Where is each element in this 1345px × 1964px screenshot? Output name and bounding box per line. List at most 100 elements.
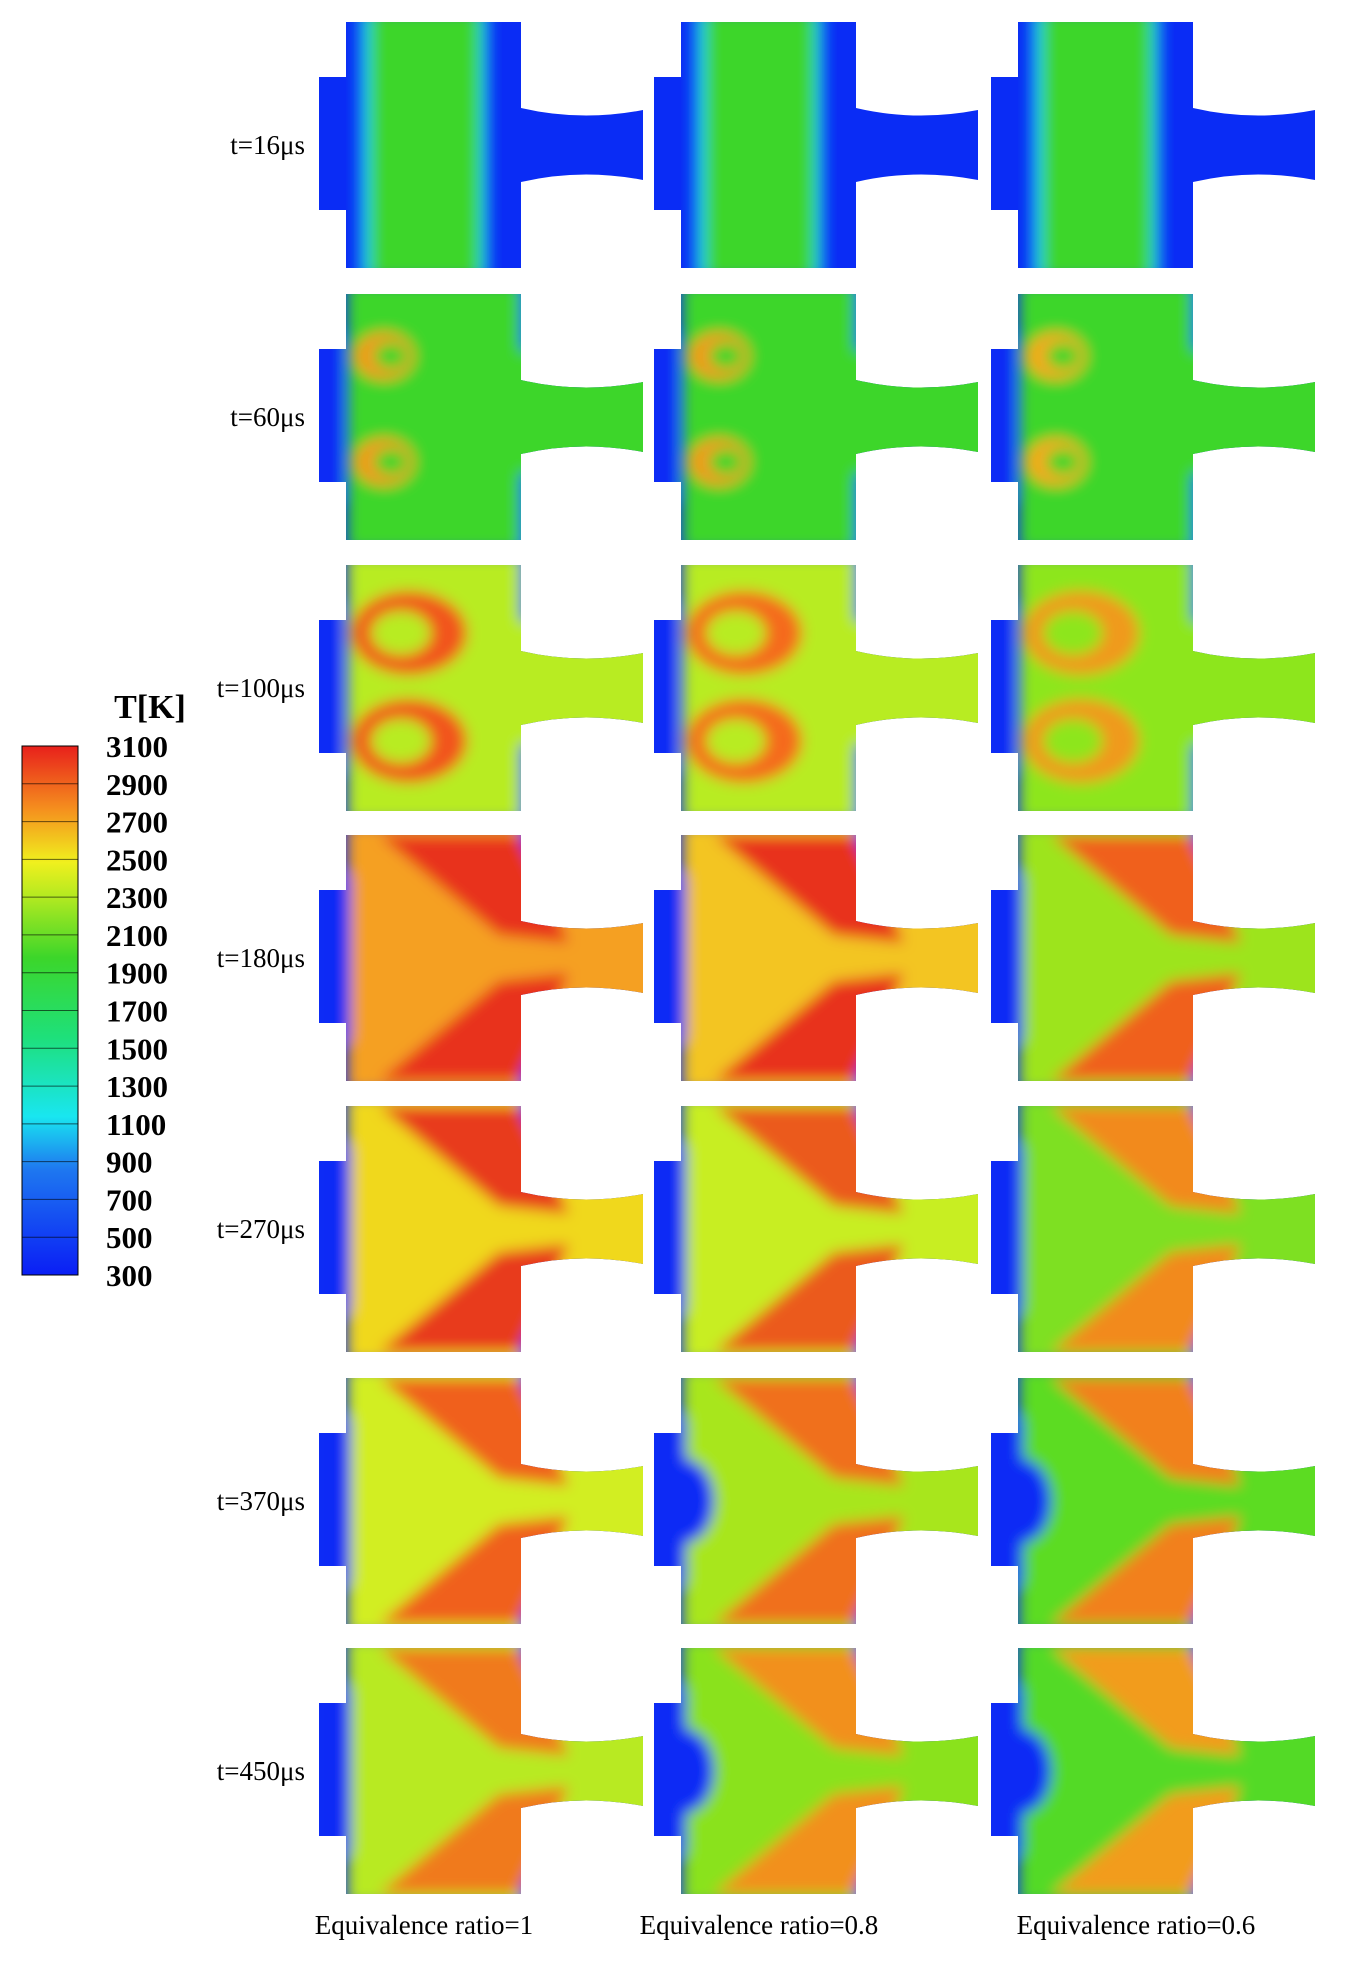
cold-right [521, 565, 643, 621]
row-label: t=60μs [230, 402, 305, 432]
panel-field [654, 835, 978, 1081]
cold-left [654, 605, 676, 771]
cold-pocket [991, 1459, 1051, 1543]
cold-right [521, 1286, 643, 1352]
panel-field [991, 565, 1315, 811]
cold-right [521, 1015, 643, 1081]
panel-field [654, 294, 978, 540]
cold-right [521, 835, 643, 891]
cold-left [654, 875, 686, 1041]
field [371, 22, 479, 268]
flame-core [374, 343, 408, 369]
cold-pocket [654, 1729, 714, 1813]
contour-panel [319, 1378, 643, 1624]
cold-left [319, 1418, 351, 1584]
cold-right [856, 294, 978, 350]
flame-core [374, 449, 408, 475]
row-label: t=100μs [217, 673, 305, 703]
panel-field [319, 565, 643, 811]
cold-right [521, 1558, 643, 1624]
cold-right [856, 1378, 978, 1434]
field [347, 294, 643, 540]
contour-panel [991, 565, 1315, 811]
colorbar-tick-label: 300 [106, 1258, 153, 1293]
panel-field [991, 835, 1315, 1081]
panel-field [991, 294, 1315, 540]
cold-right [856, 565, 978, 621]
cold-left [319, 1688, 351, 1854]
cold-left [319, 334, 341, 500]
cold-right [1193, 745, 1315, 811]
cold-right [1193, 835, 1315, 891]
contour-panel [991, 835, 1315, 1081]
cold-right [1193, 1648, 1315, 1704]
colorbar-tick-label: 2700 [106, 805, 168, 840]
colorbar-tick-label: 900 [106, 1145, 153, 1180]
panel-field [359, 22, 489, 268]
cold-right [521, 1828, 643, 1894]
flame-core [371, 719, 431, 763]
contour-panel [654, 1648, 978, 1894]
cold-left [991, 1146, 1023, 1312]
contour-panel [319, 565, 643, 811]
colorbar-tick-label: 1500 [106, 1031, 168, 1066]
contour-panel [654, 294, 978, 540]
cold-right [856, 1286, 978, 1352]
colorbar-tick-label: 1100 [106, 1107, 166, 1142]
panel-field [991, 1648, 1315, 1894]
cold-pocket [654, 1459, 714, 1543]
contour-panel [319, 835, 643, 1081]
column-label: Equivalence ratio=0.6 [1017, 1910, 1256, 1940]
contour-panel [991, 22, 1315, 268]
column-label: Equivalence ratio=0.8 [640, 1910, 879, 1940]
flame-core [1043, 611, 1103, 655]
contour-panel [319, 22, 643, 268]
contour-panel [991, 1648, 1315, 1894]
cold-left [654, 334, 676, 500]
colorbar-tick-label: 1300 [106, 1069, 168, 1104]
contour-panel [654, 565, 978, 811]
cold-left [319, 875, 351, 1041]
flame-core [371, 611, 431, 655]
colorbar-tick-label: 1700 [106, 994, 168, 1029]
cold-right [1193, 565, 1315, 621]
cold-right [856, 474, 978, 540]
cold-right [1193, 294, 1315, 350]
flame-core [1046, 343, 1080, 369]
panel-field [654, 1106, 978, 1352]
panel-field [319, 294, 643, 540]
flame-core [706, 719, 766, 763]
colorbar-tick-label: 2300 [106, 880, 168, 915]
panel-field [654, 1648, 978, 1894]
contour-panel [991, 1106, 1315, 1352]
cold-pocket [991, 1729, 1051, 1813]
row-label: t=370μs [217, 1486, 305, 1516]
panel-field [319, 1648, 643, 1894]
row-label: t=16μs [230, 130, 305, 160]
cold-right [1193, 1286, 1315, 1352]
colorbar-tick-label: 1900 [106, 956, 168, 991]
flame-core [706, 611, 766, 655]
colorbar-tick-label: 2500 [106, 842, 168, 877]
cold-left [991, 334, 1013, 500]
cold-right [856, 745, 978, 811]
panel-field [319, 1106, 643, 1352]
contour-panel [654, 835, 978, 1081]
field [682, 294, 978, 540]
contour-panel [654, 22, 978, 268]
flame-core [709, 449, 743, 475]
flame-core [1043, 719, 1103, 763]
contour-panel [991, 1378, 1315, 1624]
cold-left [654, 1146, 686, 1312]
colorbar-title: T[K] [114, 689, 186, 726]
field [1043, 22, 1151, 268]
cold-right [1193, 474, 1315, 540]
cold-right [856, 1648, 978, 1704]
panel-field [991, 1378, 1315, 1624]
cold-right [521, 745, 643, 811]
panel-field [1031, 22, 1161, 268]
contour-panel [319, 294, 643, 540]
column-label: Equivalence ratio=1 [315, 1910, 533, 1940]
panel-field [654, 565, 978, 811]
